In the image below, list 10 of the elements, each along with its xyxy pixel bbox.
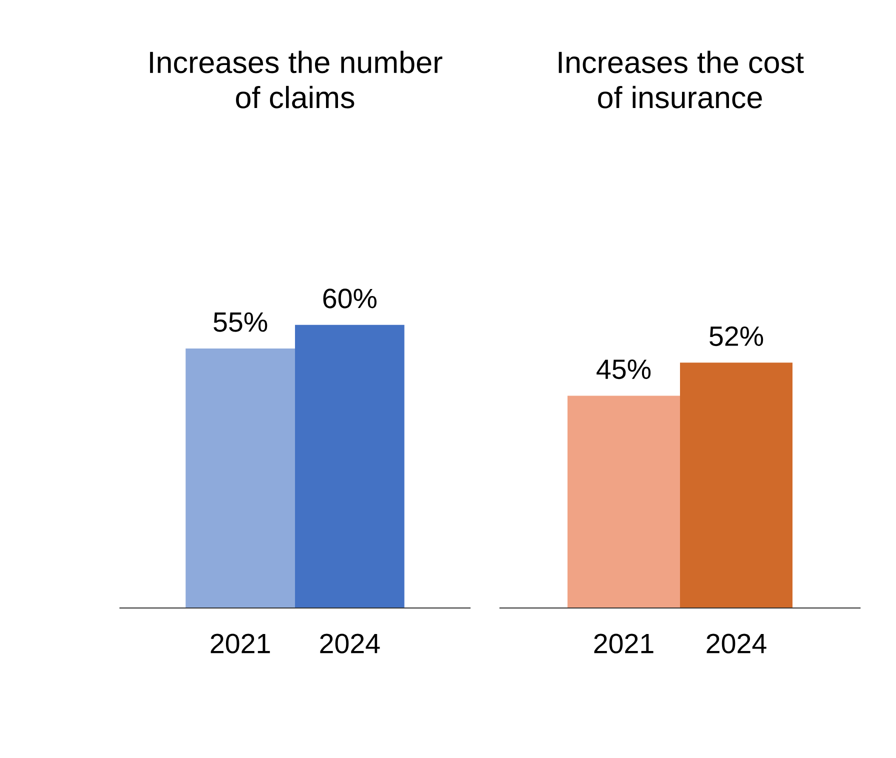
data-label: 45% xyxy=(596,360,651,380)
chart-title: Increases the cost of insurance xyxy=(558,50,804,108)
x-tick-label: 2024 xyxy=(320,634,380,654)
data-label: 55% xyxy=(214,312,268,332)
x-tick-label: 2021 xyxy=(210,634,270,654)
data-label: 60% xyxy=(323,288,376,308)
x-tick-label: 2024 xyxy=(706,634,766,654)
chart-title: Increases the number of claims xyxy=(150,50,442,108)
data-label: 52% xyxy=(710,326,764,346)
x-tick-label: 2021 xyxy=(594,634,654,654)
